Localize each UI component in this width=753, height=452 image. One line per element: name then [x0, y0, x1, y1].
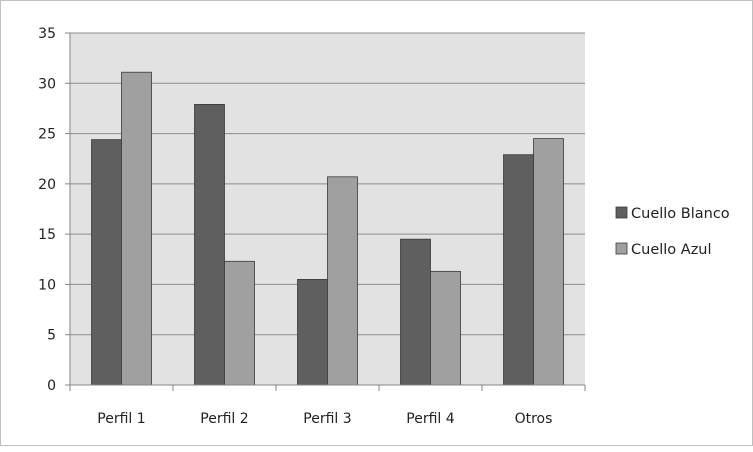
y-tick-label: 15: [38, 227, 56, 243]
bar-cuello-blanco: [91, 139, 122, 386]
x-tick-label: Otros: [515, 411, 553, 427]
legend-swatch: [615, 206, 628, 219]
legend-label: Cuello Azul: [631, 242, 712, 258]
y-tick-label: 35: [38, 26, 56, 42]
bar-cuello-azul: [430, 270, 461, 386]
legend: Cuello Blanco Cuello Azul: [615, 206, 730, 258]
x-tick-labels: Perfil 1 Perfil 2 Perfil 3 Perfil 4 Otros: [97, 411, 552, 427]
y-tick-label: 30: [38, 76, 56, 92]
y-tick-label: 20: [38, 177, 56, 193]
y-tick-label: 10: [38, 277, 56, 293]
y-tick-label: 5: [47, 328, 56, 344]
bar-cuello-blanco: [297, 278, 328, 386]
bar-cuello-azul: [533, 138, 564, 386]
bar-cuello-blanco: [194, 104, 225, 386]
y-tick-label: 25: [38, 127, 56, 143]
legend-label: Cuello Blanco: [631, 206, 730, 222]
bar-cuello-azul: [224, 260, 255, 386]
bar-cuello-azul: [121, 71, 152, 386]
y-tick-labels: 0 5 10 15 20 25 30 35: [38, 26, 56, 394]
x-tick-label: Perfil 3: [303, 411, 351, 427]
bar-cuello-blanco: [400, 238, 431, 386]
bar-cuello-blanco: [503, 154, 534, 386]
x-tick-label: Perfil 4: [406, 411, 454, 427]
axes: [65, 32, 586, 391]
legend-swatch: [615, 242, 628, 255]
bar-cuello-azul: [327, 176, 358, 386]
x-tick-label: Perfil 2: [200, 411, 248, 427]
y-tick-label: 0: [47, 378, 56, 394]
x-tick-label: Perfil 1: [97, 411, 145, 427]
